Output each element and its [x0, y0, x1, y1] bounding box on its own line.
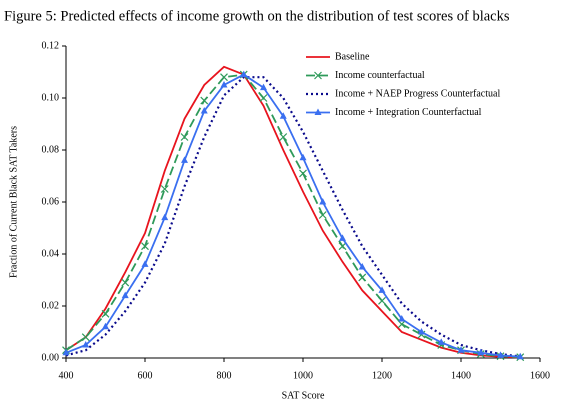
x-tick-label: 600 [138, 370, 153, 381]
x-axis-label: SAT Score [282, 390, 325, 401]
marker [299, 153, 307, 161]
marker [180, 133, 189, 141]
marker [82, 341, 90, 348]
marker [418, 328, 425, 335]
series-line [65, 76, 521, 358]
y-tick-label: 0.00 [42, 352, 60, 363]
marker [240, 70, 248, 78]
marker [477, 348, 485, 356]
marker [279, 112, 287, 119]
marker [220, 73, 228, 82]
marker [378, 286, 386, 293]
marker [259, 94, 268, 102]
marker [181, 156, 188, 163]
marker [319, 198, 327, 205]
marker [121, 278, 130, 287]
legend-label: Income + Integration Counterfactual [335, 107, 482, 118]
marker [358, 273, 367, 282]
marker [81, 333, 90, 342]
y-tick-label: 0.10 [42, 92, 60, 103]
marker [318, 211, 327, 219]
y-tick-label: 0.12 [42, 40, 60, 51]
marker [516, 352, 524, 360]
marker [378, 296, 386, 305]
legend-label: Income counterfactual [335, 70, 425, 81]
marker [220, 81, 228, 88]
marker [497, 351, 504, 358]
marker [260, 83, 267, 91]
marker [358, 263, 366, 270]
marker [161, 213, 169, 221]
marker [121, 291, 129, 299]
y-tick-label: 0.02 [42, 300, 60, 311]
marker [314, 108, 322, 115]
marker [339, 234, 346, 241]
marker [200, 107, 208, 114]
marker [200, 96, 209, 105]
marker [397, 320, 406, 329]
legend-label: Income + NAEP Progress Counterfactual [335, 88, 500, 99]
series-line [65, 73, 521, 358]
y-tick-label: 0.08 [42, 144, 60, 155]
x-tick-label: 1000 [293, 370, 313, 381]
series-line [65, 73, 521, 359]
marker [457, 346, 465, 353]
y-tick-label: 0.04 [42, 248, 60, 259]
legend-label: Baseline [335, 51, 370, 62]
x-tick-label: 1200 [372, 370, 392, 381]
x-tick-label: 1600 [530, 370, 550, 381]
marker [101, 309, 110, 318]
marker [62, 348, 70, 356]
marker [299, 169, 307, 178]
marker [141, 242, 149, 251]
marker [314, 71, 322, 80]
marker [160, 185, 169, 193]
y-tick-label: 0.06 [42, 196, 60, 207]
marker [437, 338, 445, 345]
chart-title: Figure 5: Predicted effects of income gr… [4, 8, 510, 24]
marker [279, 133, 288, 141]
marker [338, 242, 347, 251]
x-tick-label: 400 [59, 370, 74, 381]
marker [398, 315, 406, 322]
marker [141, 260, 149, 267]
x-tick-label: 800 [217, 370, 232, 381]
x-tick-label: 1400 [451, 370, 471, 381]
y-axis-label: Fraction of Current Black SAT Takers [8, 126, 19, 278]
marker [102, 322, 109, 330]
